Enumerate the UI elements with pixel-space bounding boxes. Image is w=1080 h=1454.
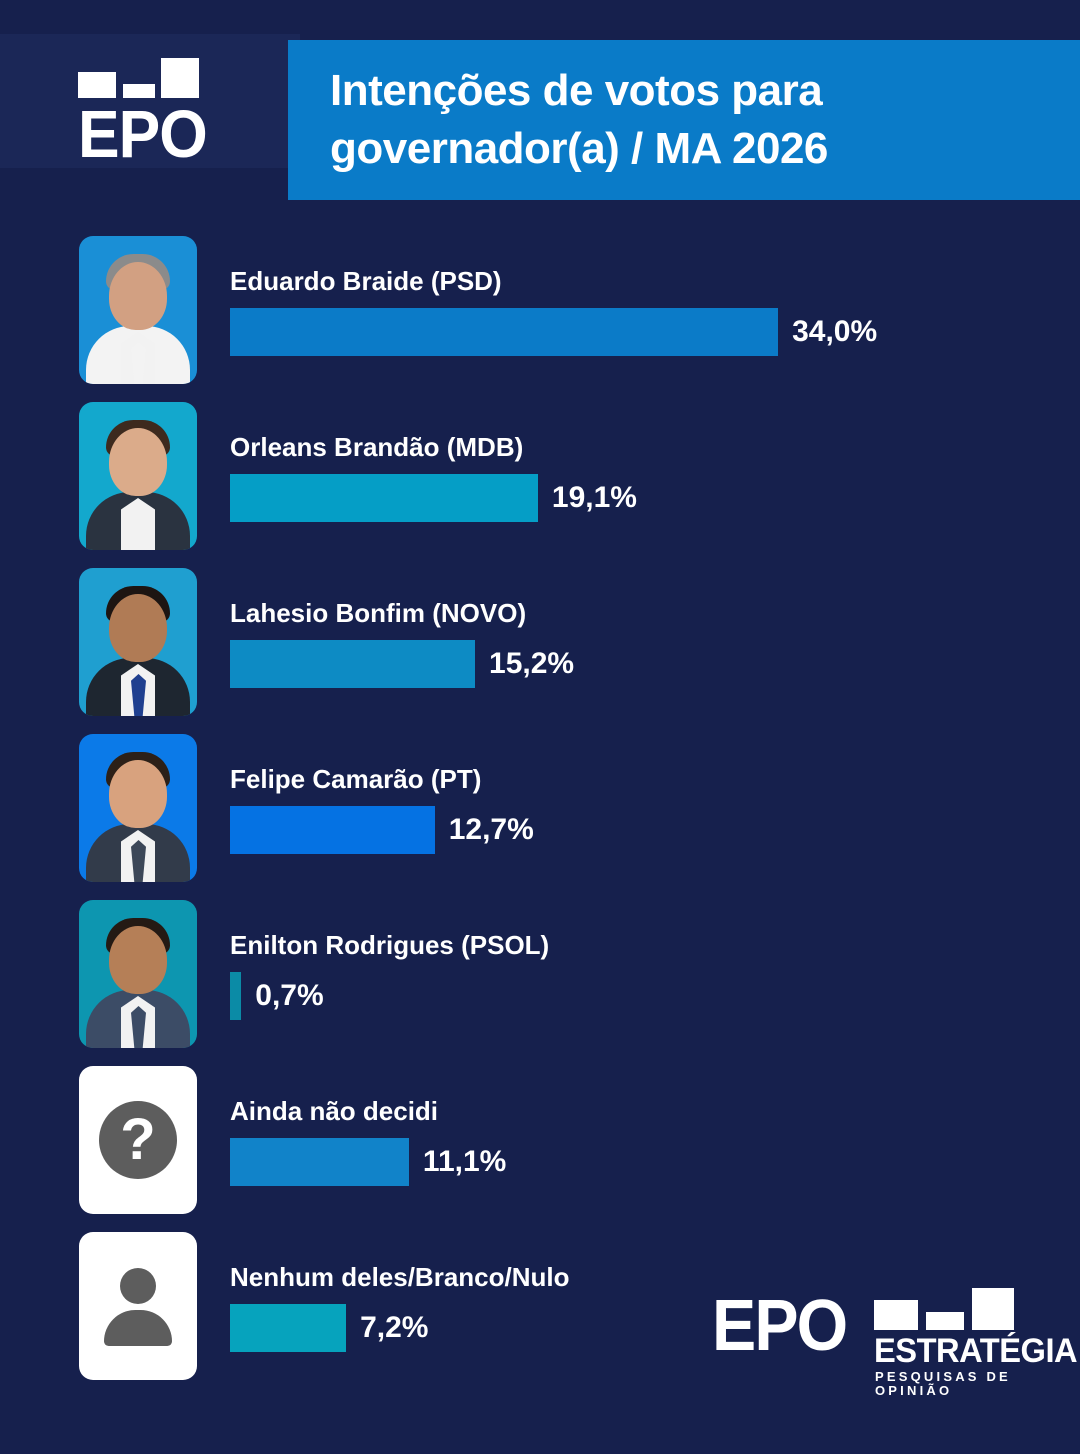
footer-bar-1: [874, 1300, 918, 1330]
photo-head: [109, 760, 167, 828]
footer-logo-tagline: PESQUISAS DE OPINIÃO: [875, 1369, 1011, 1398]
candidate-photo: [79, 734, 197, 882]
photo-head: [109, 594, 167, 662]
result-bar: [230, 308, 779, 356]
candidate-name: Enilton Rodrigues (PSOL): [230, 930, 550, 960]
result-row: Felipe Camarão (PT) 12,7%: [0, 730, 1080, 896]
result-row: Enilton Rodrigues (PSOL) 0,7%: [0, 896, 1080, 1062]
header-tint-block: [0, 34, 300, 168]
bar-row: 11,1%: [230, 1138, 506, 1186]
candidate-photo: [79, 236, 197, 384]
candidate-name: Lahesio Bonfim (NOVO): [230, 598, 527, 628]
photo-tie: [131, 1006, 146, 1048]
candidate-name: Ainda não decidi: [230, 1096, 439, 1126]
result-bar: [230, 1304, 347, 1352]
candidate-avatar: [79, 568, 197, 716]
result-value: 0,7%: [255, 979, 324, 1012]
question-mark-icon: ?: [99, 1101, 177, 1179]
result-bar: [230, 1138, 409, 1186]
page-title-line-2: governador(a) / MA 2026: [330, 124, 828, 173]
photo-head: [109, 262, 167, 330]
result-bar: [230, 806, 435, 854]
photo-tie: [131, 840, 146, 882]
undecided-tile: ?: [79, 1066, 197, 1214]
candidate-photo: [79, 402, 197, 550]
candidate-avatar: [79, 734, 197, 882]
bar-row: 34,0%: [230, 308, 877, 356]
result-value: 19,1%: [551, 481, 637, 514]
title-banner: Intenções de votos para governador(a) / …: [288, 40, 1080, 200]
epo-bar-2: [123, 84, 155, 98]
result-value: 7,2%: [360, 1311, 429, 1344]
photo-head: [109, 926, 167, 994]
candidate-photo: [79, 568, 197, 716]
bar-row: 19,1%: [230, 474, 637, 522]
result-bar: [230, 474, 538, 522]
page-title-line-1: Intenções de votos para: [330, 66, 823, 115]
candidate-name: Eduardo Braide (PSD): [230, 266, 502, 296]
candidate-avatar: [79, 236, 197, 384]
photo-tie: [131, 342, 146, 384]
photo-tie: [131, 508, 146, 550]
epo-bars-icon: [78, 58, 200, 98]
bar-row: 15,2%: [230, 640, 574, 688]
result-value: 15,2%: [489, 647, 575, 680]
person-silhouette-icon: [98, 1266, 178, 1346]
photo-tie: [131, 674, 146, 716]
person-body-icon: [104, 1310, 172, 1346]
candidate-name: Orleans Brandão (MDB): [230, 432, 524, 462]
result-row: Eduardo Braide (PSD) 34,0%: [0, 232, 1080, 398]
epo-logo-wordmark: EPO: [78, 97, 208, 172]
bar-row: 0,7%: [230, 972, 324, 1020]
result-row: Lahesio Bonfim (NOVO) 15,2%: [0, 564, 1080, 730]
bar-row: 7,2%: [230, 1304, 428, 1352]
epo-logo-footer: EPO ESTRATÉGIA PESQUISAS DE OPINIÃO: [712, 1286, 1078, 1398]
footer-logo-subtitle: ESTRATÉGIA: [874, 1332, 1078, 1370]
result-bar: [230, 640, 476, 688]
epo-logo-header: EPO: [78, 58, 208, 170]
footer-bars-icon: [874, 1288, 1026, 1330]
candidate-photo: [79, 900, 197, 1048]
none-of-them-tile: [79, 1232, 197, 1380]
result-row: Nenhum deles/Branco/Nulo 7,2%: [0, 1228, 1080, 1394]
result-bar: [230, 972, 242, 1020]
photo-head: [109, 428, 167, 496]
epo-bar-3: [161, 58, 199, 98]
person-head-icon: [120, 1268, 156, 1304]
result-row: ? Ainda não decidi 11,1%: [0, 1062, 1080, 1228]
candidate-avatar: [79, 402, 197, 550]
result-row: Orleans Brandão (MDB) 19,1%: [0, 398, 1080, 564]
header: EPO Intenções de votos para governador(a…: [0, 0, 1080, 212]
candidate-name: Nenhum deles/Branco/Nulo: [230, 1262, 570, 1292]
result-value: 11,1%: [422, 1145, 507, 1178]
epo-bar-1: [78, 72, 116, 98]
footer-bar-3: [972, 1288, 1014, 1330]
result-value: 12,7%: [448, 813, 534, 846]
footer-logo-wordmark: EPO: [712, 1286, 848, 1366]
bar-row: 12,7%: [230, 806, 534, 854]
results-list: Eduardo Braide (PSD) 34,0% Orleans Brandão…: [0, 232, 1080, 1394]
result-value: 34,0%: [792, 315, 878, 348]
footer-bar-2: [926, 1312, 964, 1330]
candidate-name: Felipe Camarão (PT): [230, 764, 482, 794]
candidate-avatar: [79, 900, 197, 1048]
